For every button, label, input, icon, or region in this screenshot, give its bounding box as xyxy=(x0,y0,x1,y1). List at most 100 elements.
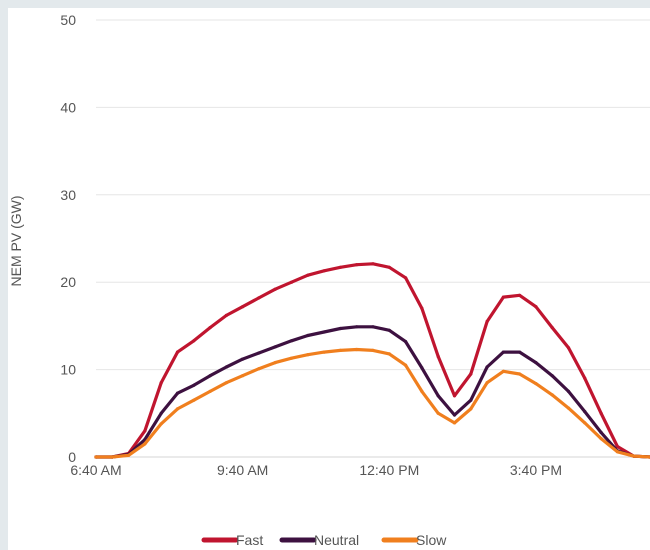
legend-item-slow: Slow xyxy=(381,532,447,548)
data-point-slow xyxy=(110,455,114,459)
data-point-neutral xyxy=(192,383,196,387)
data-point-slow xyxy=(371,348,375,352)
data-point-slow xyxy=(143,442,147,446)
data-point-slow xyxy=(257,367,261,371)
data-point-slow xyxy=(192,398,196,402)
data-point-fast xyxy=(159,381,163,385)
legend-label-fast: Fast xyxy=(236,532,263,548)
data-point-fast xyxy=(452,394,457,398)
data-point-fast xyxy=(241,305,245,309)
data-point-slow xyxy=(583,421,587,425)
data-point-slow xyxy=(599,437,603,441)
series-points-slow xyxy=(94,347,650,459)
data-point-slow xyxy=(469,407,473,411)
data-point-slow xyxy=(615,450,620,454)
data-point-slow xyxy=(355,347,359,352)
data-point-fast xyxy=(485,319,489,324)
data-point-fast xyxy=(550,326,554,330)
data-point-neutral xyxy=(501,350,505,354)
data-point-slow xyxy=(404,363,408,367)
data-point-fast xyxy=(420,306,424,310)
data-point-fast xyxy=(224,313,228,317)
data-point-neutral xyxy=(485,365,489,369)
data-point-neutral xyxy=(208,374,212,378)
data-point-slow xyxy=(127,453,131,457)
data-point-slow xyxy=(436,411,440,415)
series-lines xyxy=(94,262,650,459)
x-tick-label: 12:40 PM xyxy=(359,462,419,478)
data-point-slow xyxy=(224,381,228,385)
data-point-neutral xyxy=(599,430,603,435)
data-point-neutral xyxy=(159,411,163,415)
data-point-slow xyxy=(306,353,310,357)
data-point-neutral xyxy=(371,325,375,329)
legend-label-neutral: Neutral xyxy=(314,532,359,548)
data-point-slow xyxy=(94,455,98,459)
y-axis-ticks: 0 10 20 30 40 50 xyxy=(60,12,76,465)
data-point-slow xyxy=(387,352,391,356)
y-tick-label: 40 xyxy=(60,99,76,115)
data-point-slow xyxy=(208,389,212,393)
data-point-neutral xyxy=(550,374,554,378)
data-point-slow xyxy=(159,422,163,426)
data-point-slow xyxy=(518,372,522,376)
data-point-fast xyxy=(583,376,587,380)
y-tick-label: 50 xyxy=(60,12,76,28)
data-point-slow xyxy=(501,369,505,373)
data-point-fast xyxy=(501,295,505,299)
data-point-slow xyxy=(420,389,424,393)
series-line-slow xyxy=(94,347,650,459)
y-axis-title: NEM PV (GW) xyxy=(8,196,24,287)
data-point-slow xyxy=(485,381,489,385)
data-point-slow xyxy=(534,382,538,386)
x-tick-label: 3:40 PM xyxy=(510,462,562,478)
data-point-slow xyxy=(452,421,457,425)
data-point-neutral xyxy=(534,361,538,365)
data-point-neutral xyxy=(583,410,587,414)
legend-item-neutral: Neutral xyxy=(279,532,359,548)
y-tick-label: 0 xyxy=(68,449,76,465)
data-point-fast xyxy=(615,444,620,449)
data-point-slow xyxy=(175,407,180,411)
data-point-slow xyxy=(289,356,294,360)
data-point-neutral xyxy=(289,339,294,343)
data-point-fast xyxy=(355,263,359,267)
y-tick-label: 20 xyxy=(60,274,76,290)
data-point-neutral xyxy=(387,328,391,332)
data-point-fast xyxy=(469,372,473,376)
data-point-slow xyxy=(566,406,571,410)
data-point-neutral xyxy=(404,340,408,344)
data-point-neutral xyxy=(452,413,457,417)
data-point-neutral xyxy=(436,394,440,398)
legend-item-fast: Fast xyxy=(201,532,263,548)
data-point-neutral xyxy=(566,389,571,393)
data-point-neutral xyxy=(518,350,522,354)
data-point-neutral xyxy=(306,333,310,338)
data-point-neutral xyxy=(355,325,359,329)
data-point-fast xyxy=(192,339,196,343)
series-points-fast xyxy=(94,262,650,459)
y-tick-label: 10 xyxy=(60,362,76,378)
data-point-neutral xyxy=(257,351,261,355)
series-line-fast xyxy=(94,262,650,459)
legend: Fast Neutral Slow xyxy=(201,532,447,548)
data-point-neutral xyxy=(273,345,277,349)
y-tick-label: 30 xyxy=(60,187,76,203)
data-point-fast xyxy=(338,265,342,269)
x-tick-label: 6:40 AM xyxy=(70,462,121,478)
data-point-neutral xyxy=(420,366,424,370)
data-point-slow xyxy=(338,348,342,352)
data-point-fast xyxy=(404,276,408,280)
data-point-slow xyxy=(632,454,636,458)
x-axis-ticks: 6:40 AM 9:40 AM 12:40 PM 3:40 PM xyxy=(70,462,562,478)
data-point-fast xyxy=(257,296,261,300)
data-point-fast xyxy=(273,287,277,291)
data-point-fast xyxy=(175,350,180,354)
data-point-fast xyxy=(371,262,375,266)
x-tick-label: 9:40 AM xyxy=(217,462,268,478)
data-point-fast xyxy=(599,411,603,415)
data-point-fast xyxy=(534,305,538,309)
data-point-neutral xyxy=(175,391,180,395)
data-point-neutral xyxy=(322,330,326,334)
